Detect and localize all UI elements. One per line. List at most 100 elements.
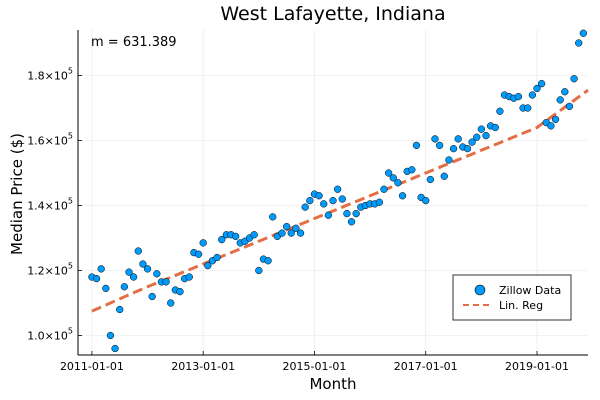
data-point	[412, 141, 421, 150]
data-point	[102, 284, 110, 293]
legend-label-zillow: Zillow Data	[499, 284, 561, 297]
x-tick-label: 2017-01-01	[394, 360, 458, 373]
data-point	[547, 122, 555, 130]
data-point	[278, 229, 286, 237]
y-tick-label: 1.6×105	[27, 132, 73, 148]
x-tick-label: 2015-01-01	[282, 360, 346, 373]
legend-marker-zillow	[474, 284, 486, 296]
data-point	[167, 299, 175, 307]
data-point	[454, 135, 462, 143]
data-point	[561, 88, 569, 96]
data-point	[352, 209, 360, 218]
data-point	[231, 232, 240, 241]
y-tick-label: 1.0×105	[27, 327, 73, 343]
regression-line	[91, 88, 589, 313]
data-point	[129, 273, 138, 281]
data-point	[315, 192, 323, 200]
data-point	[306, 196, 314, 205]
data-point	[375, 198, 384, 206]
data-point	[575, 39, 583, 47]
data-point	[106, 331, 115, 340]
data-point	[97, 265, 105, 273]
data-point	[282, 222, 291, 231]
data-point	[343, 209, 351, 218]
data-point	[514, 92, 523, 101]
data-point	[449, 144, 458, 153]
data-point	[338, 195, 346, 203]
x-tick-label: 2011-01-01	[60, 360, 124, 373]
data-point	[287, 229, 295, 237]
data-point	[134, 247, 142, 255]
data-point	[463, 144, 472, 153]
data-point	[477, 125, 486, 133]
data-point	[218, 235, 226, 244]
data-point	[445, 156, 453, 164]
data-point	[320, 200, 328, 208]
grid	[78, 30, 588, 355]
y-tick-label: 1.2×105	[27, 262, 73, 278]
plot-frame	[77, 30, 588, 356]
data-point	[301, 203, 309, 211]
data-point	[92, 274, 101, 283]
data-point	[329, 196, 337, 205]
data-point	[111, 344, 119, 353]
data-point	[473, 133, 481, 141]
data-point	[125, 268, 133, 276]
legend-label-linreg: Lin. Reg	[499, 299, 543, 312]
data-point	[533, 84, 541, 93]
data-point	[496, 107, 504, 115]
y-tick-label: 1.4×105	[27, 197, 73, 213]
data-point	[431, 135, 439, 143]
data-point	[120, 283, 129, 291]
data-point	[435, 141, 444, 150]
legend: Zillow Data Lin. Reg	[452, 274, 572, 321]
data-point	[579, 29, 588, 37]
data-point	[153, 270, 161, 278]
data-point	[213, 253, 221, 262]
data-point	[296, 229, 305, 237]
data-point	[398, 192, 407, 200]
data-point	[528, 91, 537, 99]
data-point	[537, 79, 546, 88]
data-point	[482, 131, 490, 140]
data-point	[422, 196, 430, 205]
y-tick-label: 1.8×105	[27, 67, 73, 83]
data-point	[565, 102, 574, 111]
data-point	[491, 123, 499, 132]
data-point	[468, 138, 476, 146]
data-point	[199, 239, 207, 247]
data-point	[255, 266, 263, 275]
x-axis-ticks: 2011-01-01 2013-01-01 2015-01-01 2017-01-01…	[60, 351, 569, 373]
data-point	[556, 96, 564, 104]
data-point	[384, 169, 393, 177]
x-tick-label: 2019-01-01	[505, 360, 569, 373]
data-point	[116, 305, 124, 314]
data-point	[324, 211, 333, 219]
data-point	[347, 218, 356, 226]
x-axis-title: Month	[309, 375, 356, 393]
data-point	[551, 115, 560, 124]
data-point	[204, 261, 212, 270]
data-point	[408, 166, 416, 174]
data-point	[264, 257, 272, 265]
chart-title: West Lafayette, Indiana	[220, 3, 445, 25]
data-point	[426, 175, 435, 184]
data-point	[380, 185, 388, 193]
y-axis-title: Median Price ($)	[8, 133, 26, 255]
scatter-series	[88, 29, 588, 353]
data-point	[139, 260, 147, 268]
slope-annotation: m = 631.389	[91, 35, 177, 50]
data-point	[176, 287, 184, 296]
data-point	[524, 104, 532, 112]
data-point	[250, 231, 258, 239]
regression-line-series	[91, 88, 589, 313]
data-point	[185, 273, 193, 281]
data-point	[269, 213, 277, 221]
x-tick-label: 2013-01-01	[171, 360, 235, 373]
data-point	[194, 250, 203, 258]
data-point	[570, 75, 578, 83]
data-point	[389, 174, 397, 182]
y-axis-ticks: 1.0×105 1.2×105 1.4×105 1.6×105 1.8×105	[27, 67, 82, 343]
legend-box	[452, 274, 572, 321]
